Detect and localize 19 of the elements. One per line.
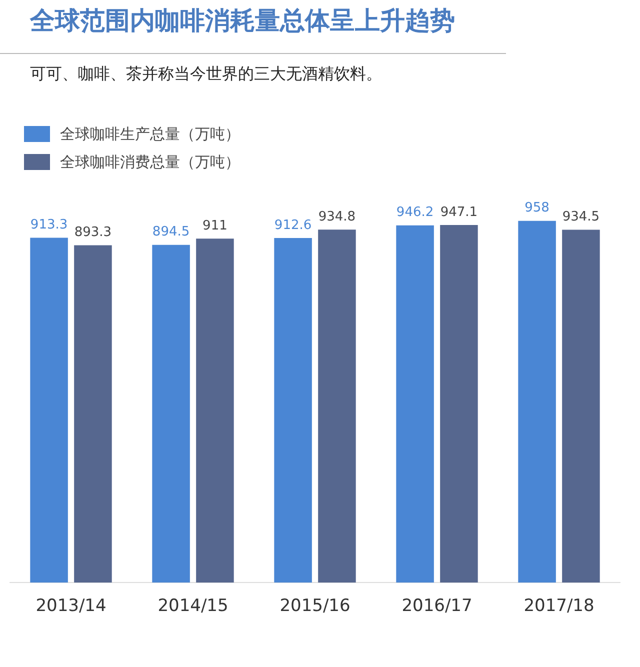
x-tick-label: 2015/16	[280, 596, 350, 616]
data-label: 912.6	[274, 218, 312, 233]
data-label: 911	[202, 218, 228, 234]
x-tick-label: 2017/18	[524, 596, 594, 616]
chart-title: 全球范围内咖啡消耗量总体呈上升趋势	[30, 5, 455, 37]
legend-label: 全球咖啡消费总量（万吨）	[60, 152, 240, 172]
data-label: 946.2	[396, 205, 434, 220]
data-label: 913.3	[30, 218, 68, 233]
data-label: 947.1	[440, 204, 478, 220]
chart-subtitle: 可可、咖啡、茶并称当今世界的三大无酒精饮料。	[30, 64, 382, 85]
data-label: 934.8	[318, 209, 356, 224]
x-tick-label: 2016/17	[402, 596, 472, 616]
data-label: 934.5	[562, 210, 600, 225]
data-label: 894.5	[152, 224, 190, 240]
legend-label: 全球咖啡生产总量（万吨）	[60, 124, 240, 144]
data-label: 893.3	[74, 225, 112, 240]
x-tick-label: 2014/15	[158, 596, 228, 616]
x-tick-label: 2013/14	[36, 596, 106, 616]
data-label: 958	[524, 200, 550, 216]
